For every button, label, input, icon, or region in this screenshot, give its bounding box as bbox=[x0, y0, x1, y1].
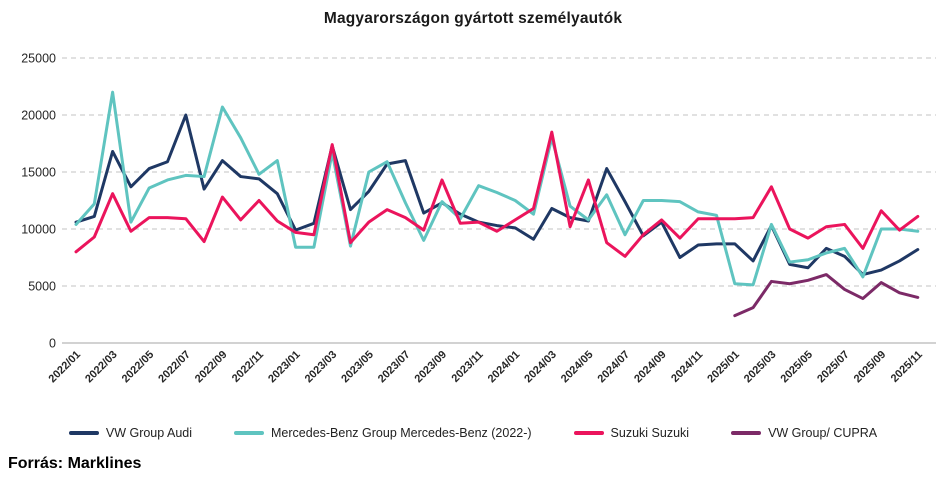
legend-label-mercedes: Mercedes-Benz Group Mercedes-Benz (2022-… bbox=[271, 426, 532, 440]
x-tick-label: 2022/07 bbox=[156, 349, 193, 386]
legend-label-cupra: VW Group/ CUPRA bbox=[768, 426, 878, 440]
chart-title: Magyarországon gyártott személyautók bbox=[323, 10, 623, 27]
y-tick-label: 25000 bbox=[21, 52, 56, 66]
legend-item-suzuki: Suzuki Suzuki bbox=[573, 426, 690, 440]
x-tick-label: 2024/03 bbox=[522, 349, 559, 386]
y-tick-label: 20000 bbox=[21, 109, 56, 123]
x-tick-label: 2023/03 bbox=[303, 349, 340, 386]
x-tick-label: 2025/03 bbox=[742, 349, 779, 386]
x-tick-label: 2023/07 bbox=[376, 349, 413, 386]
y-tick-label: 10000 bbox=[21, 223, 56, 237]
x-tick-label: 2023/09 bbox=[413, 349, 450, 386]
x-tick-label: 2024/05 bbox=[559, 349, 596, 386]
x-tick-label: 2025/01 bbox=[705, 349, 742, 386]
y-tick-label: 15000 bbox=[21, 166, 56, 180]
legend-label-audi: VW Group Audi bbox=[105, 426, 193, 440]
x-tick-label: 2022/01 bbox=[47, 349, 84, 386]
series-line-3 bbox=[733, 273, 920, 318]
legend: VW Group Audi Mercedes-Benz Group Merced… bbox=[0, 426, 946, 440]
x-tick-label: 2022/05 bbox=[120, 349, 157, 386]
x-tick-label: 2024/07 bbox=[596, 349, 633, 386]
series-line-0 bbox=[74, 113, 920, 277]
x-tick-label: 2023/01 bbox=[266, 349, 303, 386]
cupra-line-swatch bbox=[731, 431, 762, 435]
x-tick-label: 2025/05 bbox=[779, 349, 816, 386]
x-tick-label: 2025/11 bbox=[889, 349, 925, 385]
suzuki-line-swatch bbox=[573, 431, 604, 435]
x-tick-label: 2023/11 bbox=[450, 349, 486, 385]
mercedes-line-swatch bbox=[234, 431, 265, 435]
series-line-2 bbox=[74, 130, 920, 258]
x-tick-label: 2022/09 bbox=[193, 349, 230, 386]
x-tick-label: 2022/11 bbox=[230, 349, 266, 385]
audi-line-swatch bbox=[68, 431, 99, 435]
y-tick-label: 0 bbox=[49, 337, 56, 351]
x-tick-label: 2025/07 bbox=[815, 349, 852, 386]
x-tick-label: 2022/03 bbox=[83, 349, 120, 386]
y-tick-label: 5000 bbox=[28, 280, 56, 294]
x-tick-label: 2023/05 bbox=[339, 349, 376, 386]
legend-item-cupra: VW Group/ CUPRA bbox=[731, 426, 877, 440]
x-tick-label: 2024/09 bbox=[632, 349, 669, 386]
x-tick-label: 2025/09 bbox=[852, 349, 889, 386]
series-line-1 bbox=[74, 90, 920, 287]
legend-item-mercedes: Mercedes-Benz Group Mercedes-Benz (2022-… bbox=[234, 426, 532, 440]
source-note: Forrás: Marklines bbox=[8, 455, 142, 472]
legend-item-audi: VW Group Audi bbox=[68, 426, 193, 440]
legend-label-suzuki: Suzuki Suzuki bbox=[610, 426, 690, 440]
x-tick-label: 2024/11 bbox=[669, 349, 705, 385]
x-tick-label: 2024/01 bbox=[486, 349, 523, 386]
